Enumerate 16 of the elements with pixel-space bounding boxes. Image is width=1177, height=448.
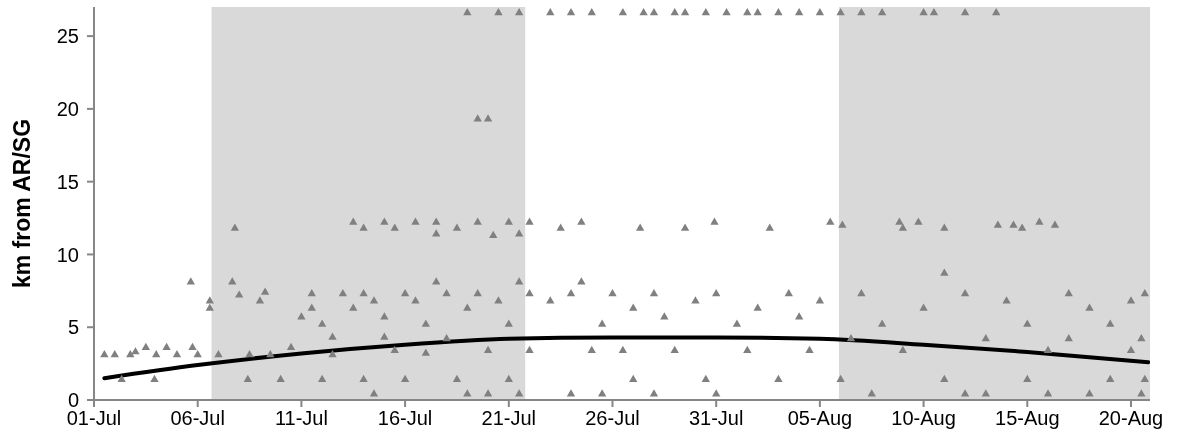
y-tick-label: 5 bbox=[67, 316, 79, 339]
x-tick-label: 16-Jul bbox=[377, 407, 433, 430]
y-tick-label: 25 bbox=[56, 25, 79, 48]
x-tick-label: 06-Jul bbox=[170, 407, 225, 430]
x-tick-label: 20-Aug bbox=[1098, 407, 1164, 430]
x-tick-label: 26-Jul bbox=[585, 407, 640, 430]
x-tick-label: 11-Jul bbox=[274, 407, 328, 430]
y-tick-label: 20 bbox=[56, 97, 79, 120]
y-tick-label: 15 bbox=[56, 170, 79, 193]
x-tick-label: 31-Jul bbox=[688, 407, 744, 430]
y-axis-title: km from AR/SG bbox=[9, 118, 35, 289]
y-tick-label: 10 bbox=[56, 243, 79, 266]
x-tick-label: 21-Jul bbox=[481, 407, 537, 430]
x-tick-label: 10-Aug bbox=[891, 407, 956, 430]
x-tick-label: 15-Aug bbox=[995, 407, 1060, 430]
x-tick-label: 05-Aug bbox=[787, 407, 853, 430]
